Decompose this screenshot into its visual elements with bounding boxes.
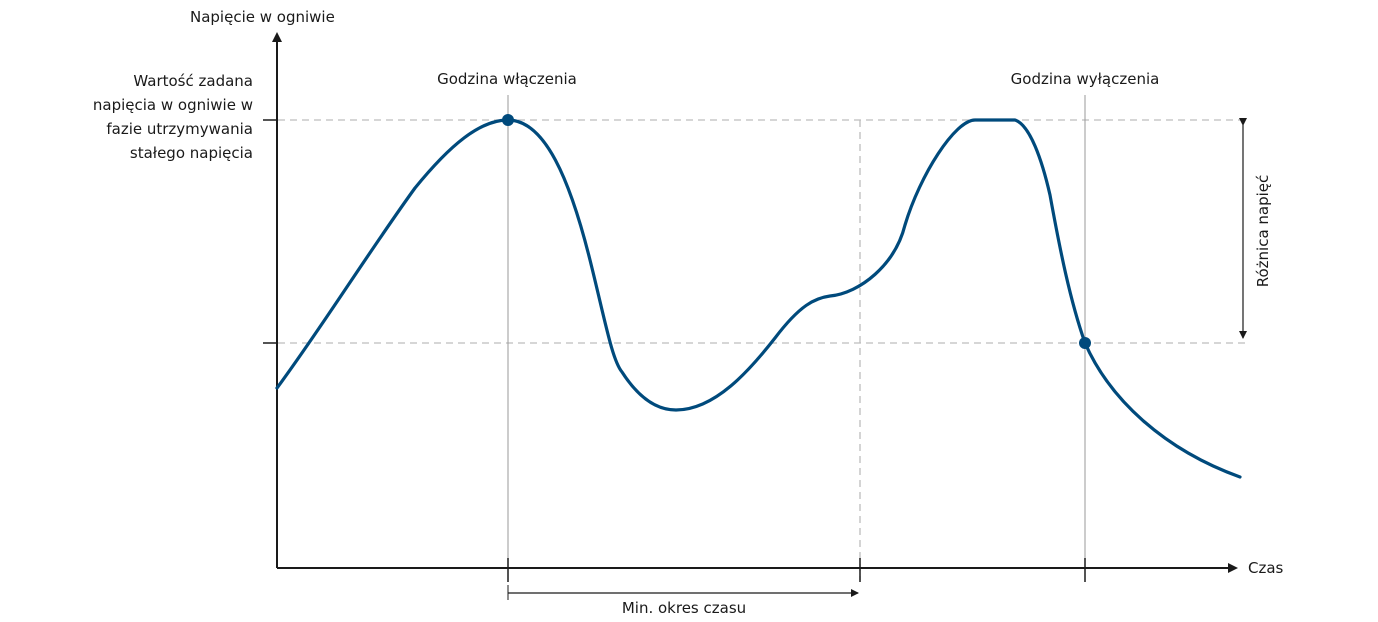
switch-on-label: Godzina włączenia — [437, 70, 577, 88]
setpoint-label-line-3: fazie utrzymywania — [106, 120, 253, 138]
setpoint-label-line-4: stałego napięcia — [130, 144, 253, 162]
min-period-label: Min. okres czasu — [622, 599, 746, 617]
voltage-curve — [275, 118, 1242, 479]
switch-on-point — [502, 114, 514, 126]
voltage-difference-label: Różnica napięć — [1254, 175, 1272, 288]
x-axis-label: Czas — [1248, 559, 1284, 577]
y-axis-label: Napięcie w ogniwie — [190, 8, 335, 26]
switch-off-point — [1079, 337, 1091, 349]
setpoint-label-line-1: Wartość zadana — [133, 72, 253, 90]
switch-off-label: Godzina wyłączenia — [1011, 70, 1160, 88]
setpoint-label-line-2: napięcia w ogniwie w — [93, 96, 253, 114]
